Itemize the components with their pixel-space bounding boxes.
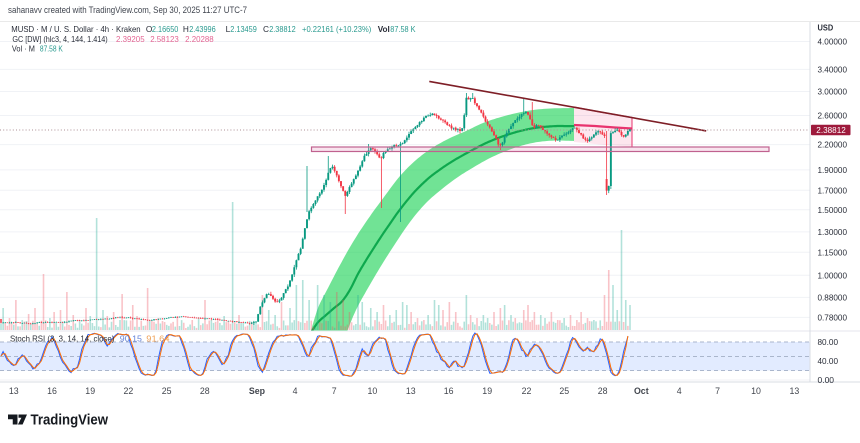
- svg-text:C: C: [263, 24, 269, 34]
- svg-text:Sep: Sep: [249, 386, 266, 396]
- svg-text:0.88000: 0.88000: [818, 292, 848, 302]
- svg-text:O: O: [146, 24, 153, 34]
- svg-text:19: 19: [482, 386, 492, 396]
- svg-text:Stoch RSI (3, 3, 14, 14, close: Stoch RSI (3, 3, 14, 14, close): [10, 334, 115, 344]
- svg-text:2.38812: 2.38812: [269, 24, 296, 34]
- svg-text:16: 16: [444, 386, 454, 396]
- svg-text:91.64: 91.64: [146, 334, 170, 344]
- svg-text:2.38812: 2.38812: [816, 125, 846, 135]
- svg-text:1.15000: 1.15000: [818, 247, 848, 257]
- svg-text:25: 25: [162, 386, 172, 396]
- svg-text:22: 22: [522, 386, 532, 396]
- svg-text:3.40000: 3.40000: [818, 64, 848, 74]
- svg-text:19: 19: [85, 386, 95, 396]
- svg-text:10: 10: [368, 386, 378, 396]
- svg-text:Vol · M: Vol · M: [12, 44, 35, 54]
- svg-text:2.43996: 2.43996: [189, 24, 216, 34]
- svg-text:2.20288: 2.20288: [185, 34, 214, 44]
- svg-text:1.00000: 1.00000: [818, 270, 848, 280]
- svg-text:4: 4: [293, 386, 298, 396]
- svg-text:2.20000: 2.20000: [818, 140, 848, 150]
- svg-text:Vol: Vol: [378, 24, 390, 34]
- svg-text:USD: USD: [818, 23, 834, 33]
- svg-text:16: 16: [47, 386, 57, 396]
- svg-text:10: 10: [751, 386, 761, 396]
- svg-text:22: 22: [124, 386, 134, 396]
- svg-text:80.00: 80.00: [818, 337, 839, 347]
- svg-text:40.00: 40.00: [818, 356, 839, 366]
- svg-text:1.30000: 1.30000: [818, 227, 848, 237]
- svg-text:3.00000: 3.00000: [818, 87, 848, 97]
- svg-text:MUSD · M / U. S. Dollar · 4h ·: MUSD · M / U. S. Dollar · 4h · Kraken: [11, 24, 141, 34]
- svg-text:TradingView: TradingView: [31, 412, 109, 429]
- svg-text:Oct: Oct: [634, 386, 649, 396]
- svg-text:GC [DW] (hlc3, 4, 144, 1.414): GC [DW] (hlc3, 4, 144, 1.414): [12, 34, 107, 44]
- svg-text:28: 28: [200, 386, 210, 396]
- svg-text:4: 4: [677, 386, 682, 396]
- svg-text:1.50000: 1.50000: [818, 205, 848, 215]
- svg-text:7: 7: [332, 386, 337, 396]
- svg-text:2.58123: 2.58123: [150, 34, 179, 44]
- svg-text:1.90000: 1.90000: [818, 165, 848, 175]
- svg-text:2.16650: 2.16650: [152, 24, 179, 34]
- svg-text:L: L: [226, 24, 231, 34]
- svg-text:2.60000: 2.60000: [818, 111, 848, 121]
- svg-text:13: 13: [790, 386, 800, 396]
- svg-text:90.15: 90.15: [120, 334, 143, 344]
- svg-text:7: 7: [715, 386, 720, 396]
- svg-text:2.39205: 2.39205: [116, 34, 145, 44]
- svg-text:0.00: 0.00: [818, 375, 835, 385]
- svg-text:28: 28: [598, 386, 608, 396]
- svg-text:0.78000: 0.78000: [818, 312, 848, 322]
- svg-text:+0.22161 (+10.23%): +0.22161 (+10.23%): [302, 24, 372, 34]
- svg-text:13: 13: [9, 386, 19, 396]
- svg-text:25: 25: [559, 386, 569, 396]
- svg-text:H: H: [183, 24, 189, 34]
- svg-text:87.58 K: 87.58 K: [390, 24, 416, 34]
- svg-text:2.13459: 2.13459: [230, 24, 257, 34]
- svg-text:87.58 K: 87.58 K: [40, 44, 63, 54]
- svg-text:4.00000: 4.00000: [818, 37, 848, 47]
- svg-text:13: 13: [406, 386, 416, 396]
- svg-text:sahanavv created with TradingV: sahanavv created with TradingView.com, S…: [8, 5, 247, 15]
- svg-text:1.70000: 1.70000: [818, 185, 848, 195]
